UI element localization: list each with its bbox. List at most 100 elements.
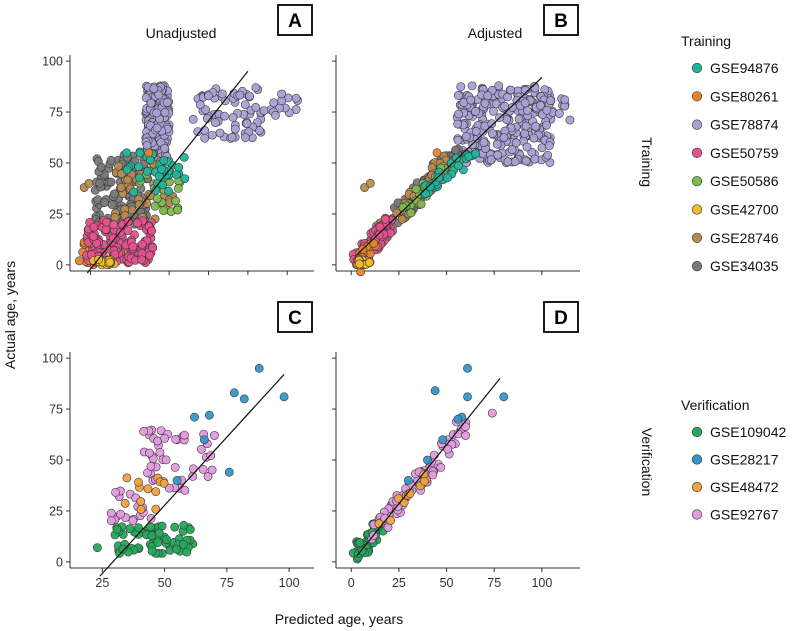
data-point: [134, 477, 143, 487]
panel-letter-box: [543, 301, 579, 333]
data-point: [463, 363, 472, 373]
x-tick-label: 25: [392, 576, 406, 590]
data-point: [461, 431, 470, 440]
data-point: [179, 520, 189, 530]
data-point: [146, 514, 156, 523]
panel-a: 0 25 50 75 100 A: [42, 4, 314, 275]
data-point: [204, 91, 213, 101]
data-point: [211, 118, 220, 127]
data-point: [118, 544, 128, 554]
legend-training-title: Training: [681, 33, 731, 49]
panels: 0 25 50 75 100 A B 0 25 50 75 100 25 50 75 100 C 0 25 50 75 1…: [42, 4, 580, 590]
data-point: [520, 85, 530, 95]
data-point: [107, 516, 116, 526]
data-point: [411, 184, 421, 194]
data-point: [456, 82, 466, 92]
legend-label: GSE28746: [710, 230, 779, 246]
fit-line: [86, 70, 249, 274]
data-point: [380, 214, 390, 224]
legend-label: GSE109042: [710, 424, 786, 440]
data-point: [259, 106, 269, 115]
data-point: [521, 121, 531, 131]
legend-item: GSE50759: [691, 145, 779, 161]
data-point: [147, 531, 157, 540]
data-point: [555, 109, 564, 118]
data-point: [88, 232, 98, 241]
row-label-training: Training: [639, 137, 655, 187]
panel-letter-box: [277, 4, 313, 36]
data-point: [125, 524, 135, 533]
data-point: [420, 476, 429, 486]
data-point: [277, 89, 286, 99]
data-point: [537, 143, 547, 153]
data-point: [135, 173, 144, 183]
data-point: [454, 109, 463, 119]
data-point: [471, 107, 480, 116]
data-point: [185, 525, 195, 534]
data-point: [93, 543, 102, 552]
data-point: [145, 448, 154, 458]
legend-label: GSE34035: [710, 258, 779, 274]
data-point: [161, 455, 171, 465]
data-point: [128, 516, 138, 526]
data-point: [269, 98, 279, 108]
data-point: [520, 98, 530, 108]
data-point: [149, 84, 159, 93]
data-point: [106, 177, 116, 187]
data-point: [451, 145, 461, 155]
y-tick-label: 100: [42, 352, 63, 366]
data-point: [160, 143, 169, 153]
legend-item: GSE94876: [691, 60, 779, 76]
data-point: [116, 183, 126, 192]
data-point: [242, 119, 252, 128]
data-point: [172, 475, 182, 485]
data-point: [506, 85, 515, 95]
data-point: [240, 100, 250, 109]
legend-swatch: [691, 232, 703, 243]
data-point: [122, 473, 132, 483]
data-point: [365, 178, 375, 188]
y-tick-label: 0: [56, 258, 63, 272]
legend-label: GSE92767: [710, 507, 779, 523]
data-point: [147, 546, 157, 556]
data-point: [357, 546, 367, 556]
data-point: [148, 243, 158, 253]
data-point: [230, 124, 240, 134]
data-point: [355, 259, 364, 269]
legend-item: GSE92767: [691, 507, 779, 523]
data-point: [110, 189, 119, 199]
data-point: [142, 166, 152, 176]
points: [75, 81, 302, 270]
data-point: [106, 155, 116, 165]
data-point: [152, 123, 162, 133]
data-point: [108, 233, 118, 243]
legend-swatch: [691, 119, 703, 130]
data-point: [565, 115, 575, 125]
row-label-verification: Verification: [639, 428, 655, 496]
points: [93, 363, 289, 558]
data-point: [162, 535, 171, 544]
legend-label: GSE94876: [710, 60, 779, 76]
data-point: [164, 186, 173, 196]
data-point: [154, 90, 164, 100]
data-point: [500, 101, 509, 111]
data-point: [369, 238, 379, 248]
data-point: [146, 522, 155, 532]
data-point: [137, 239, 147, 249]
data-point: [434, 173, 444, 183]
data-point: [203, 472, 213, 481]
data-point: [291, 93, 301, 103]
data-point: [200, 133, 210, 143]
data-point: [466, 95, 476, 105]
data-point: [514, 114, 524, 124]
data-point: [162, 98, 172, 107]
data-point: [227, 132, 237, 142]
data-point: [146, 461, 156, 471]
data-point: [188, 115, 198, 124]
data-point: [398, 203, 408, 212]
column-title-unadjusted: Unadjusted: [146, 25, 217, 41]
data-point: [416, 199, 426, 209]
legend-item: GSE42700: [691, 202, 779, 218]
data-point: [254, 363, 264, 373]
legend-verification: Verification GSE109042 GSE28217 GSE48472 GS…: [681, 397, 786, 523]
